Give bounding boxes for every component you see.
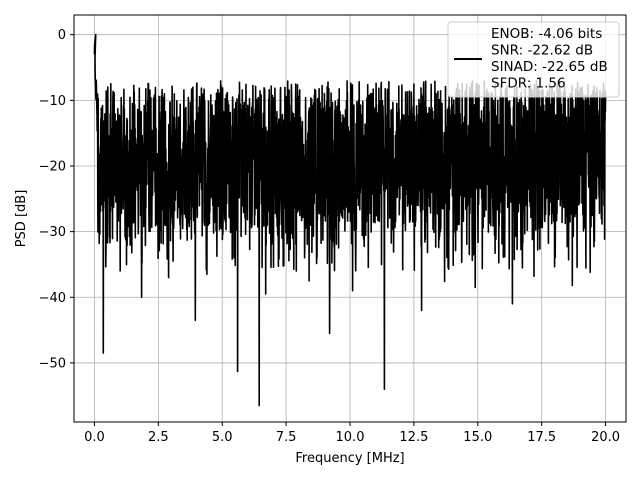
series-layer xyxy=(93,33,607,407)
x-tick-label: 0.0 xyxy=(84,430,105,445)
x-axis: 0.0 2.5 5.0 7.5 10.0 12.5 15.0 17.5 20.0 xyxy=(84,422,620,445)
legend: ENOB: -4.06 bits SNR: -22.62 dB SINAD: -… xyxy=(447,21,620,98)
x-axis-title: Frequency [MHz] xyxy=(295,451,404,466)
x-tick-label: 12.5 xyxy=(399,430,428,445)
x-tick-label: 5.0 xyxy=(212,430,233,445)
y-axis: 0 −10 −20 −30 −40 −50 xyxy=(39,28,74,371)
x-tick-label: 20.0 xyxy=(591,430,620,445)
legend-line-sfdr: SFDR: 1.56 xyxy=(491,76,566,92)
y-tick-label: −10 xyxy=(39,94,66,109)
x-tick-label: 10.0 xyxy=(336,430,365,445)
y-tick-label: −20 xyxy=(39,159,66,174)
psd-series-line xyxy=(93,33,607,407)
x-tick-label: 15.0 xyxy=(463,430,492,445)
legend-line-sinad: SINAD: -22.65 dB xyxy=(491,59,608,75)
y-tick-label: 0 xyxy=(58,28,66,43)
x-tick-label: 17.5 xyxy=(527,430,556,445)
y-tick-label: −30 xyxy=(39,225,66,240)
x-tick-label: 2.5 xyxy=(148,430,169,445)
y-tick-label: −40 xyxy=(39,291,66,306)
x-tick-label: 7.5 xyxy=(276,430,297,445)
legend-box xyxy=(447,21,620,98)
y-tick-label: −50 xyxy=(39,356,66,371)
legend-line-snr: SNR: -22.62 dB xyxy=(491,43,593,59)
y-axis-title: PSD [dB] xyxy=(14,190,29,248)
legend-line-enob: ENOB: -4.06 bits xyxy=(491,26,602,42)
